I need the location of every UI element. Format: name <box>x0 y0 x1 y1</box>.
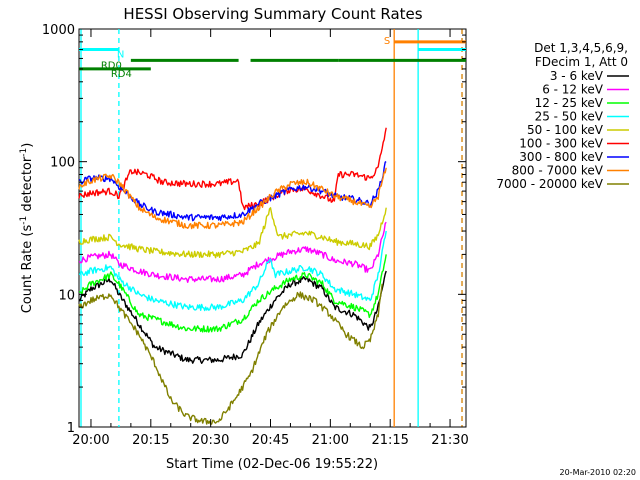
y-axis-label-mid: detector <box>20 156 35 216</box>
legend-label-100-300-kev: 100 - 300 keV <box>519 137 603 151</box>
x-tick-label: 20:15 <box>132 433 169 448</box>
x-tick-label: 21:00 <box>312 433 349 448</box>
legend-label-50-100-kev: 50 - 100 keV <box>527 123 604 137</box>
flag-label-s: S <box>384 36 390 47</box>
legend-label-800-7000-kev: 800 - 7000 keV <box>512 164 604 178</box>
series-line-50-100-kev <box>78 207 387 259</box>
y-axis-label-sup2: -1 <box>19 148 29 157</box>
series-line-12-25-kev <box>78 254 387 333</box>
plot-frame <box>78 28 467 428</box>
legend: Det 1,3,4,5,6,9, FDecim 1, Att 0 3 - 6 k… <box>496 41 629 191</box>
x-axis-ticks: 20:00 20:15 20:30 20:45 21:00 21:15 21:30 <box>72 29 469 448</box>
legend-header-line-2: FDecim 1, Att 0 <box>535 55 628 69</box>
x-tick-label: 20:30 <box>192 433 229 448</box>
legend-label-6-12-kev: 6 - 12 keV <box>542 83 604 97</box>
y-tick-label: 1000 <box>42 23 75 38</box>
x-tick-label: 21:15 <box>371 433 408 448</box>
legend-label-25-50-kev: 25 - 50 keV <box>535 110 604 124</box>
flag-label-rd4: RD4 <box>111 69 132 80</box>
x-axis-label: Start Time (02-Dec-06 19:55:22) <box>166 457 378 472</box>
legend-header-line-1: Det 1,3,4,5,6,9, <box>534 41 628 55</box>
legend-label-7000-20000-kev: 7000 - 20000 keV <box>496 177 603 191</box>
y-axis-ticks: 1 10 100 1000 <box>42 23 466 436</box>
x-tick-label: 20:45 <box>252 433 289 448</box>
legend-label-300-800-kev: 300 - 800 keV <box>519 150 603 164</box>
x-tick-label: 20:00 <box>72 433 109 448</box>
y-tick-label: 10 <box>58 288 75 303</box>
flag-label-rd0: RD0 <box>101 60 122 71</box>
legend-label-3-6-kev: 3 - 6 keV <box>550 69 604 83</box>
chart-title: HESSI Observing Summary Count Rates <box>123 5 422 23</box>
y-tick-label: 1 <box>67 421 75 436</box>
vertical-markers <box>80 29 463 427</box>
series-line-800-7000-kev <box>78 167 387 230</box>
footer-timestamp: 20-Mar-2010 02:20 <box>560 468 637 477</box>
y-tick-label: 100 <box>50 156 75 171</box>
series-line-7000-20000-kev <box>78 283 383 425</box>
y-axis-label-end: ) <box>20 143 35 148</box>
x-tick-label: 21:30 <box>431 433 468 448</box>
legend-label-12-25-kev: 12 - 25 keV <box>535 96 604 110</box>
series-line-3-6-kev <box>78 270 387 364</box>
series-lines <box>78 127 387 425</box>
series-line-25-50-kev <box>78 230 387 312</box>
flag-label-n: N <box>117 50 124 61</box>
y-axis-label: Count Rate (s-1 detector-1) <box>19 143 35 314</box>
series-line-6-12-kev <box>78 221 387 283</box>
y-axis-label-sup1: -1 <box>19 216 29 225</box>
y-axis-label-main: Count Rate (s <box>20 225 35 314</box>
